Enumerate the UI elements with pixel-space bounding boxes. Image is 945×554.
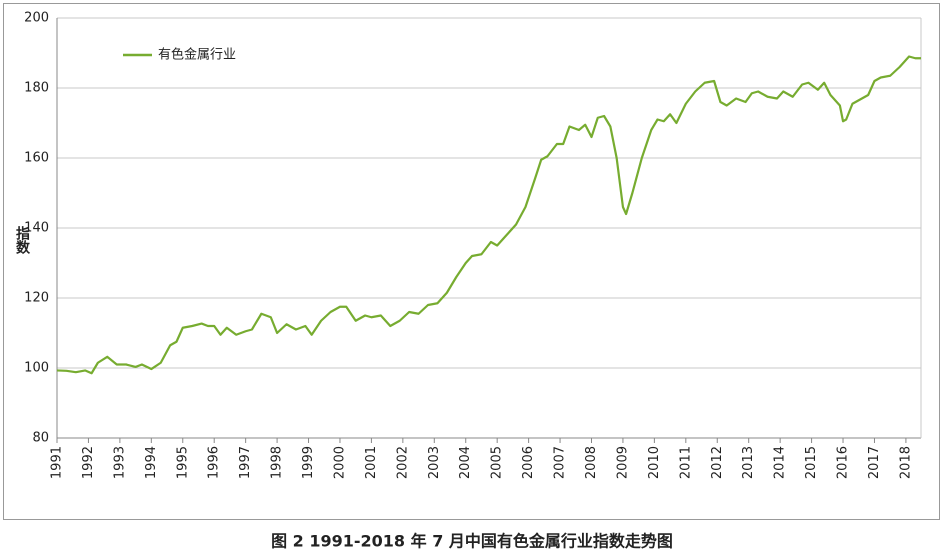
x-tick-label: 2002: [395, 446, 410, 479]
x-tick-label: 2016: [836, 446, 851, 479]
caption: 图 2 1991-2018 年 7 月中国有色金属行业指数走势图: [271, 532, 673, 551]
y-tick-label: 120: [24, 291, 49, 306]
x-tick-label: 2005: [490, 446, 505, 479]
x-tick-label: 2010: [647, 446, 662, 479]
x-tick-label: 2011: [678, 446, 693, 479]
x-tick-label: 1992: [81, 446, 96, 479]
x-tick-label: 2009: [615, 446, 630, 479]
x-tick-label: 1993: [112, 446, 127, 479]
x-tick-label: 1991: [50, 446, 65, 479]
y-axis-label: 指数: [14, 225, 30, 255]
x-tick-label: 1996: [207, 446, 222, 479]
x-tick-label: 2012: [710, 446, 725, 479]
x-tick-label: 1999: [301, 446, 316, 479]
y-tick-label: 80: [32, 431, 49, 446]
x-tick-label: 2014: [773, 446, 788, 479]
x-tick-label: 2001: [364, 446, 379, 479]
x-tick-label: 1998: [270, 446, 285, 479]
x-tick-label: 2018: [898, 446, 913, 479]
series-line: [56, 55, 921, 375]
x-tick-label: 2006: [521, 446, 536, 479]
legend-label: 有色金属行业: [158, 47, 236, 63]
y-tick-label: 160: [24, 151, 49, 166]
x-tick-label: 2013: [741, 446, 756, 479]
x-tick-label: 2004: [458, 446, 473, 479]
frame: [3, 3, 940, 520]
y-tick-label: 100: [24, 361, 49, 376]
x-tick-label: 2007: [553, 446, 568, 479]
x-tick-label: 1994: [144, 446, 159, 479]
x-tick-label: 2000: [332, 446, 347, 479]
x-tick-label: 1995: [175, 446, 190, 479]
y-tick-label: 140: [24, 221, 49, 236]
x-tick-label: 2003: [427, 446, 442, 479]
x-tick-label: 2008: [584, 446, 599, 479]
x-tick-label: 2017: [867, 446, 882, 479]
x-tick-label: 2015: [804, 446, 819, 479]
y-tick-label: 200: [24, 11, 49, 26]
y-tick-label: 180: [24, 81, 49, 96]
x-tick-label: 1997: [238, 446, 253, 479]
